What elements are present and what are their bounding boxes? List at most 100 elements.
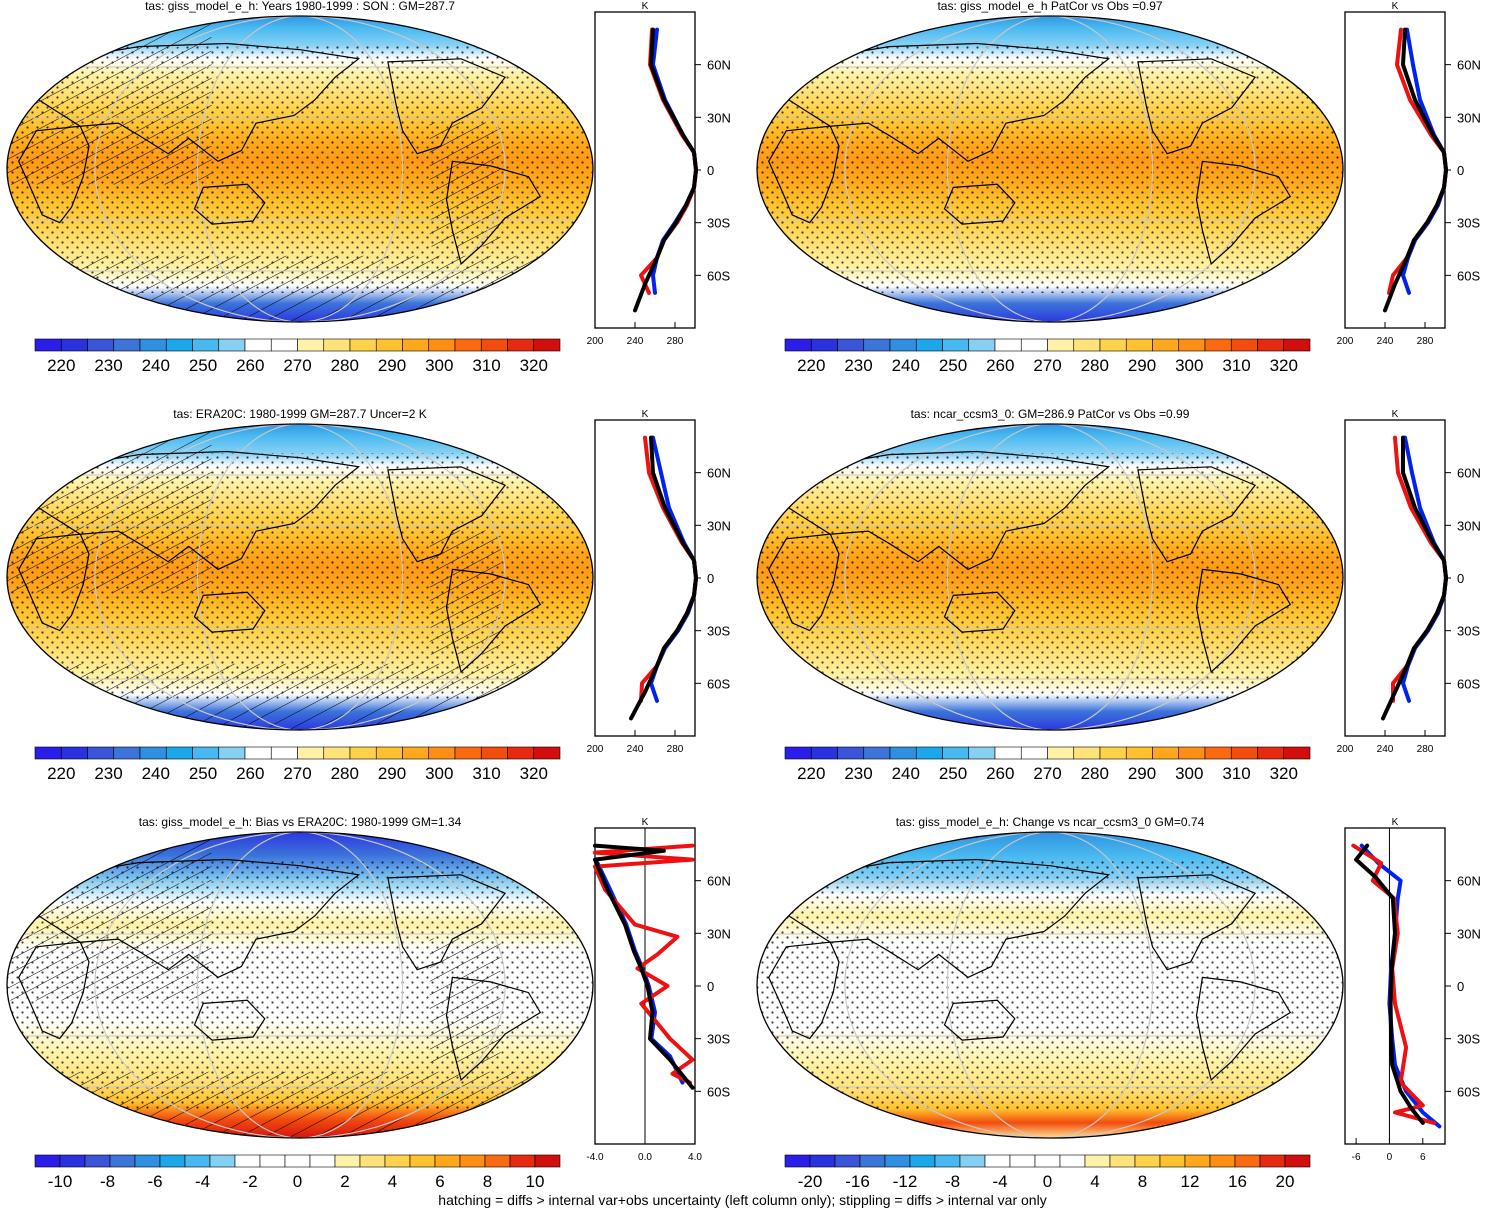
- colorbar-label: 8: [1138, 1172, 1147, 1191]
- lat-label: 0: [707, 571, 714, 586]
- colorbar-swatch: [1159, 1154, 1186, 1168]
- colorbar-swatch: [959, 1154, 986, 1168]
- hatching: [7, 255, 593, 322]
- colorbar-swatch: [1230, 746, 1258, 760]
- hatching: [7, 663, 593, 730]
- colorbar-swatch: [60, 746, 88, 760]
- colorbar-swatch: [942, 746, 970, 760]
- colorbar-swatch: [834, 1154, 861, 1168]
- coastline: [1259, 438, 1309, 471]
- colorbar-swatch: [810, 746, 838, 760]
- colorbar-label: 300: [425, 356, 453, 375]
- colorbar-swatch: [192, 746, 220, 760]
- colorbar-swatch: [323, 746, 351, 760]
- colorbar-label: 290: [1128, 356, 1156, 375]
- footnote: hatching = diffs > internal var+obs unce…: [438, 1192, 1047, 1208]
- colorbar-swatch: [1059, 1154, 1086, 1168]
- graticule-line: [196, 832, 404, 1138]
- colorbar-swatch: [1257, 746, 1285, 760]
- colorbar-swatch: [942, 338, 970, 352]
- colorbar-swatch: [809, 1154, 836, 1168]
- coastline: [387, 466, 507, 563]
- colorbar-label: -8: [100, 1172, 115, 1191]
- colorbar-label: -12: [893, 1172, 918, 1191]
- hatching: [429, 938, 501, 1063]
- colorbar-swatch: [507, 338, 535, 352]
- hatching: [7, 16, 212, 185]
- colorbar-swatch: [270, 746, 298, 760]
- colorbar-label: 320: [1270, 764, 1298, 783]
- colorbar-swatch: [1178, 746, 1206, 760]
- panel-row1-left: tas: giss_model_e_h: Years 1980-1999 : S…: [6, 0, 731, 375]
- stippling: [757, 861, 1343, 1109]
- colorbar-swatch: [113, 746, 141, 760]
- colorbar-label: 280: [1081, 356, 1109, 375]
- map: [7, 424, 593, 730]
- panel-title: tas: giss_model_e_h: Years 1980-1999 : S…: [145, 0, 455, 13]
- colorbar-label: 320: [520, 356, 548, 375]
- colorbar-swatch: [884, 1154, 911, 1168]
- colorbar-label: 240: [892, 764, 920, 783]
- panel-row2-right: tas: ncar_ccsm3_0: GM=286.9 PatCor vs Ob…: [756, 407, 1481, 783]
- colorbar-label: 270: [283, 356, 311, 375]
- colorbar-swatch: [259, 1154, 286, 1168]
- colorbar-label: 290: [378, 764, 406, 783]
- panel-row2-left: tas: ERA20C: 1980-1999 GM=287.7 Uncer=2 …: [6, 407, 731, 783]
- hatching: [7, 424, 212, 593]
- colorbar-swatch: [1099, 338, 1127, 352]
- graticule-line: [94, 16, 506, 322]
- graticule-line: [946, 424, 1154, 730]
- colorbar-label: 250: [939, 764, 967, 783]
- colorbar-swatch: [968, 338, 996, 352]
- profile-line: [1381, 435, 1448, 721]
- colorbar-swatch: [889, 338, 917, 352]
- profile-tick-label: 240: [1377, 336, 1394, 347]
- lat-label: 60N: [1457, 874, 1481, 889]
- stippling: [757, 453, 1343, 701]
- coastline: [18, 533, 90, 632]
- colorbar-swatch: [1073, 746, 1101, 760]
- lat-label: 0: [1457, 979, 1464, 994]
- colorbar-label: 240: [142, 356, 170, 375]
- colorbar-swatch: [889, 746, 917, 760]
- colorbar-label: 230: [94, 764, 122, 783]
- map: [757, 16, 1343, 322]
- colorbar-label: 240: [892, 356, 920, 375]
- panel-title: tas: ERA20C: 1980-1999 GM=287.7 Uncer=2 …: [173, 407, 426, 421]
- colorbar-swatch: [334, 1154, 361, 1168]
- colorbar-swatch: [1099, 746, 1127, 760]
- colorbar: -20 -16 -12 -8 -4 0 4 8 12 16 20: [784, 1154, 1311, 1191]
- colorbar-label: -16: [845, 1172, 870, 1191]
- stippling: [757, 45, 1343, 293]
- colorbar-swatch: [87, 338, 115, 352]
- colorbar-label: 220: [47, 356, 75, 375]
- panel-title: tas: giss_model_e_h: Bias vs ERA20C: 198…: [139, 815, 462, 829]
- coastline: [1137, 466, 1257, 563]
- coastline: [14, 42, 361, 162]
- colorbar-swatch: [1084, 1154, 1111, 1168]
- colorbar-swatch: [375, 338, 403, 352]
- coastline: [445, 160, 542, 266]
- colorbar-swatch: [1152, 746, 1180, 760]
- profile-tick-label: 200: [1337, 744, 1354, 755]
- colorbar-label: 270: [283, 764, 311, 783]
- colorbar-label: 4: [388, 1172, 397, 1191]
- graticule: [757, 16, 1343, 322]
- colorbar-swatch: [1020, 338, 1048, 352]
- colorbar-swatch: [534, 1154, 561, 1168]
- colorbar-label: 270: [1033, 764, 1061, 783]
- colorbar-label: -2: [242, 1172, 257, 1191]
- colorbar-swatch: [454, 746, 482, 760]
- colorbar-swatch: [968, 746, 996, 760]
- coastline: [445, 976, 542, 1082]
- colorbar-label: 260: [236, 764, 264, 783]
- colorbar-swatch: [34, 1154, 61, 1168]
- lat-label: 30S: [1457, 624, 1480, 639]
- colorbar-swatch: [139, 338, 167, 352]
- coastline: [14, 858, 361, 979]
- profile-line: [1354, 843, 1425, 1125]
- colorbar-swatch: [1125, 746, 1153, 760]
- colorbar-swatch: [1109, 1154, 1136, 1168]
- lat-label: 60N: [707, 58, 731, 73]
- profile: K 60N 30N 0 30S 60S 200 240 280: [587, 409, 731, 755]
